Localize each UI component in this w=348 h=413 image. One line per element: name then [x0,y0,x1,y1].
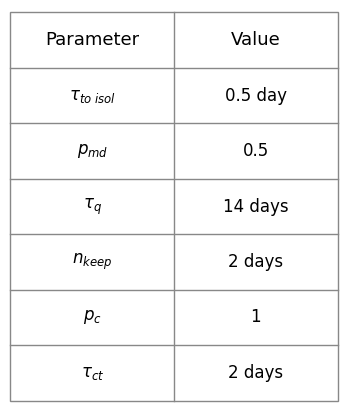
Text: $\tau_{to\ isol}$: $\tau_{to\ isol}$ [69,87,116,104]
Text: 0.5: 0.5 [243,142,269,160]
Text: 14 days: 14 days [223,197,288,216]
Text: $\tau_{ct}$: $\tau_{ct}$ [80,364,104,382]
Text: $p_c$: $p_c$ [83,309,102,326]
Text: 1: 1 [251,309,261,326]
Text: $\tau_q$: $\tau_q$ [83,197,102,216]
Text: 2 days: 2 days [228,253,283,271]
Text: Value: Value [231,31,280,49]
Text: 2 days: 2 days [228,364,283,382]
Text: $n_{keep}$: $n_{keep}$ [72,252,112,272]
Text: Parameter: Parameter [45,31,139,49]
Text: $p_{md}$: $p_{md}$ [77,142,108,160]
Text: 0.5 day: 0.5 day [225,87,287,104]
